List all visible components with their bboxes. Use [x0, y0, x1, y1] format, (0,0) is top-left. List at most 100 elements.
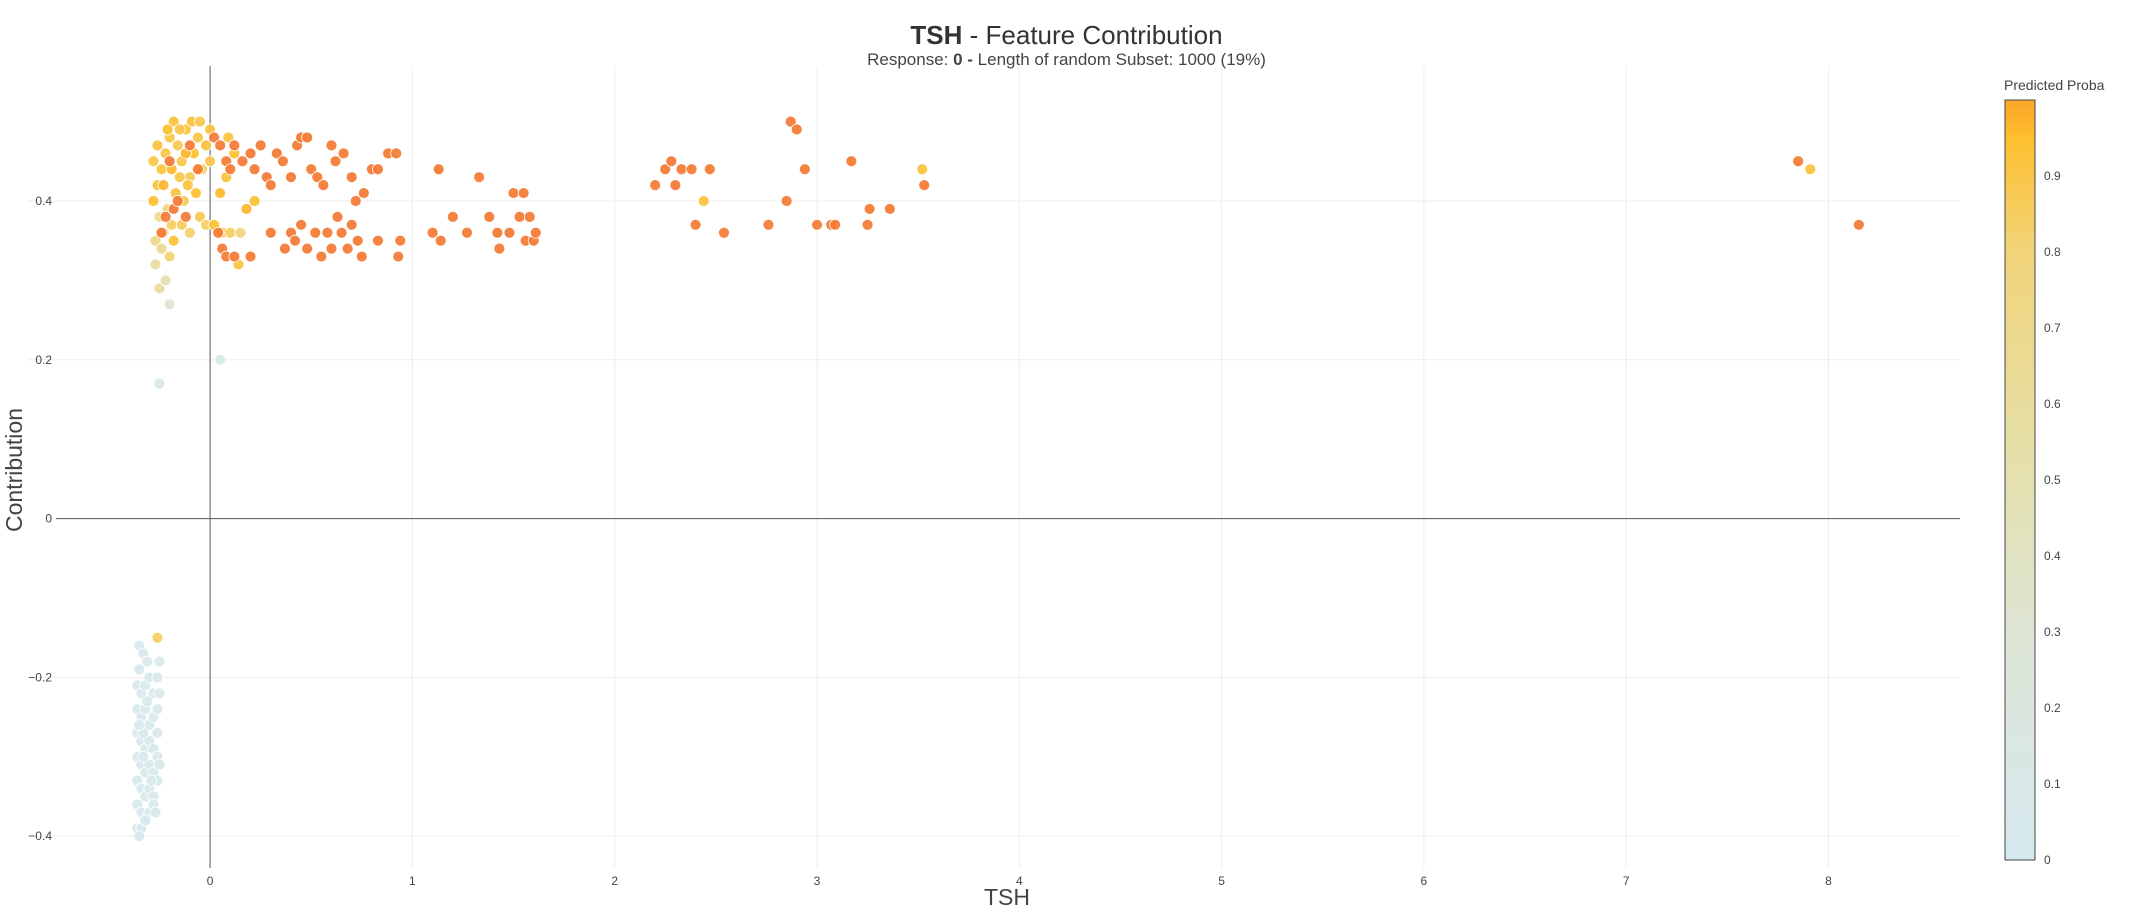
data-point[interactable] — [212, 226, 225, 239]
data-point[interactable] — [244, 147, 257, 160]
data-point[interactable] — [446, 210, 459, 223]
data-point[interactable] — [264, 179, 277, 192]
data-point[interactable] — [224, 226, 237, 239]
data-point[interactable] — [491, 226, 504, 239]
data-point[interactable] — [240, 203, 253, 215]
data-point[interactable] — [517, 187, 530, 199]
data-point[interactable] — [861, 218, 874, 231]
data-point[interactable] — [224, 163, 237, 176]
data-point[interactable] — [171, 139, 184, 152]
data-point[interactable] — [149, 258, 162, 271]
data-point[interactable] — [151, 139, 164, 152]
data-point[interactable] — [149, 234, 162, 247]
data-point[interactable] — [394, 234, 407, 247]
data-point[interactable] — [171, 195, 184, 207]
data-point[interactable] — [390, 147, 403, 160]
data-point[interactable] — [155, 226, 168, 239]
data-point[interactable] — [341, 242, 354, 255]
data-point[interactable] — [883, 203, 896, 215]
data-point[interactable] — [214, 187, 227, 199]
data-point[interactable] — [426, 226, 439, 239]
data-point[interactable] — [151, 727, 164, 739]
data-point[interactable] — [325, 242, 338, 255]
data-point[interactable] — [649, 179, 662, 192]
data-point[interactable] — [141, 695, 154, 708]
data-point[interactable] — [236, 155, 249, 168]
data-point[interactable] — [1804, 163, 1817, 176]
data-point[interactable] — [147, 155, 160, 168]
data-point[interactable] — [222, 131, 235, 144]
data-point[interactable] — [141, 655, 154, 668]
data-point[interactable] — [337, 147, 350, 160]
data-point[interactable] — [264, 226, 277, 239]
data-point[interactable] — [675, 163, 688, 176]
data-point[interactable] — [190, 187, 202, 199]
data-point[interactable] — [137, 750, 150, 763]
data-point[interactable] — [829, 218, 842, 231]
data-point[interactable] — [194, 115, 206, 128]
data-point[interactable] — [149, 806, 162, 819]
data-point[interactable] — [163, 298, 176, 311]
data-point[interactable] — [179, 210, 192, 223]
data-point[interactable] — [473, 171, 486, 184]
data-point[interactable] — [167, 234, 180, 247]
data-point[interactable] — [145, 774, 158, 787]
data-point[interactable] — [133, 830, 146, 843]
data-point[interactable] — [703, 163, 716, 176]
data-point[interactable] — [157, 179, 170, 192]
data-point[interactable] — [228, 139, 241, 152]
data-point[interactable] — [718, 226, 730, 239]
data-point[interactable] — [173, 171, 186, 184]
data-point[interactable] — [669, 179, 682, 192]
data-point[interactable] — [689, 218, 702, 231]
data-point[interactable] — [153, 758, 166, 771]
data-point[interactable] — [329, 155, 342, 168]
data-point[interactable] — [181, 179, 194, 192]
data-point[interactable] — [321, 226, 334, 239]
data-point[interactable] — [139, 814, 152, 827]
data-point[interactable] — [270, 147, 283, 160]
data-point[interactable] — [161, 123, 174, 136]
data-point[interactable] — [133, 719, 146, 731]
data-point[interactable] — [317, 179, 330, 192]
data-point[interactable] — [345, 171, 358, 184]
data-point[interactable] — [335, 226, 348, 239]
data-point[interactable] — [214, 139, 227, 152]
data-point[interactable] — [285, 171, 297, 184]
data-point[interactable] — [192, 163, 204, 176]
data-point[interactable] — [173, 123, 186, 136]
data-point[interactable] — [918, 179, 931, 192]
data-point[interactable] — [214, 353, 227, 366]
data-point[interactable] — [301, 242, 314, 255]
data-point[interactable] — [244, 250, 257, 263]
data-point[interactable] — [503, 226, 516, 239]
data-point[interactable] — [659, 163, 672, 176]
data-point[interactable] — [153, 687, 166, 700]
data-point[interactable] — [248, 163, 261, 176]
data-point[interactable] — [685, 163, 698, 176]
data-point[interactable] — [147, 195, 160, 207]
data-point[interactable] — [163, 250, 176, 263]
data-point[interactable] — [153, 655, 166, 668]
data-point[interactable] — [208, 131, 221, 144]
data-point[interactable] — [355, 250, 368, 263]
data-point[interactable] — [372, 234, 384, 247]
data-point[interactable] — [155, 242, 168, 255]
data-point[interactable] — [372, 163, 384, 176]
data-point[interactable] — [151, 631, 164, 644]
data-point[interactable] — [784, 115, 797, 128]
data-point[interactable] — [432, 163, 445, 176]
data-point[interactable] — [159, 210, 172, 223]
data-point[interactable] — [309, 226, 322, 239]
data-point[interactable] — [295, 218, 308, 231]
data-point[interactable] — [192, 131, 204, 144]
data-point[interactable] — [507, 187, 520, 199]
data-point[interactable] — [153, 377, 166, 390]
data-point[interactable] — [234, 226, 247, 239]
data-point[interactable] — [863, 203, 876, 215]
data-point[interactable] — [167, 115, 180, 128]
data-point[interactable] — [277, 155, 289, 168]
data-point[interactable] — [1852, 218, 1865, 231]
data-point[interactable] — [228, 250, 241, 263]
data-point[interactable] — [513, 210, 526, 223]
